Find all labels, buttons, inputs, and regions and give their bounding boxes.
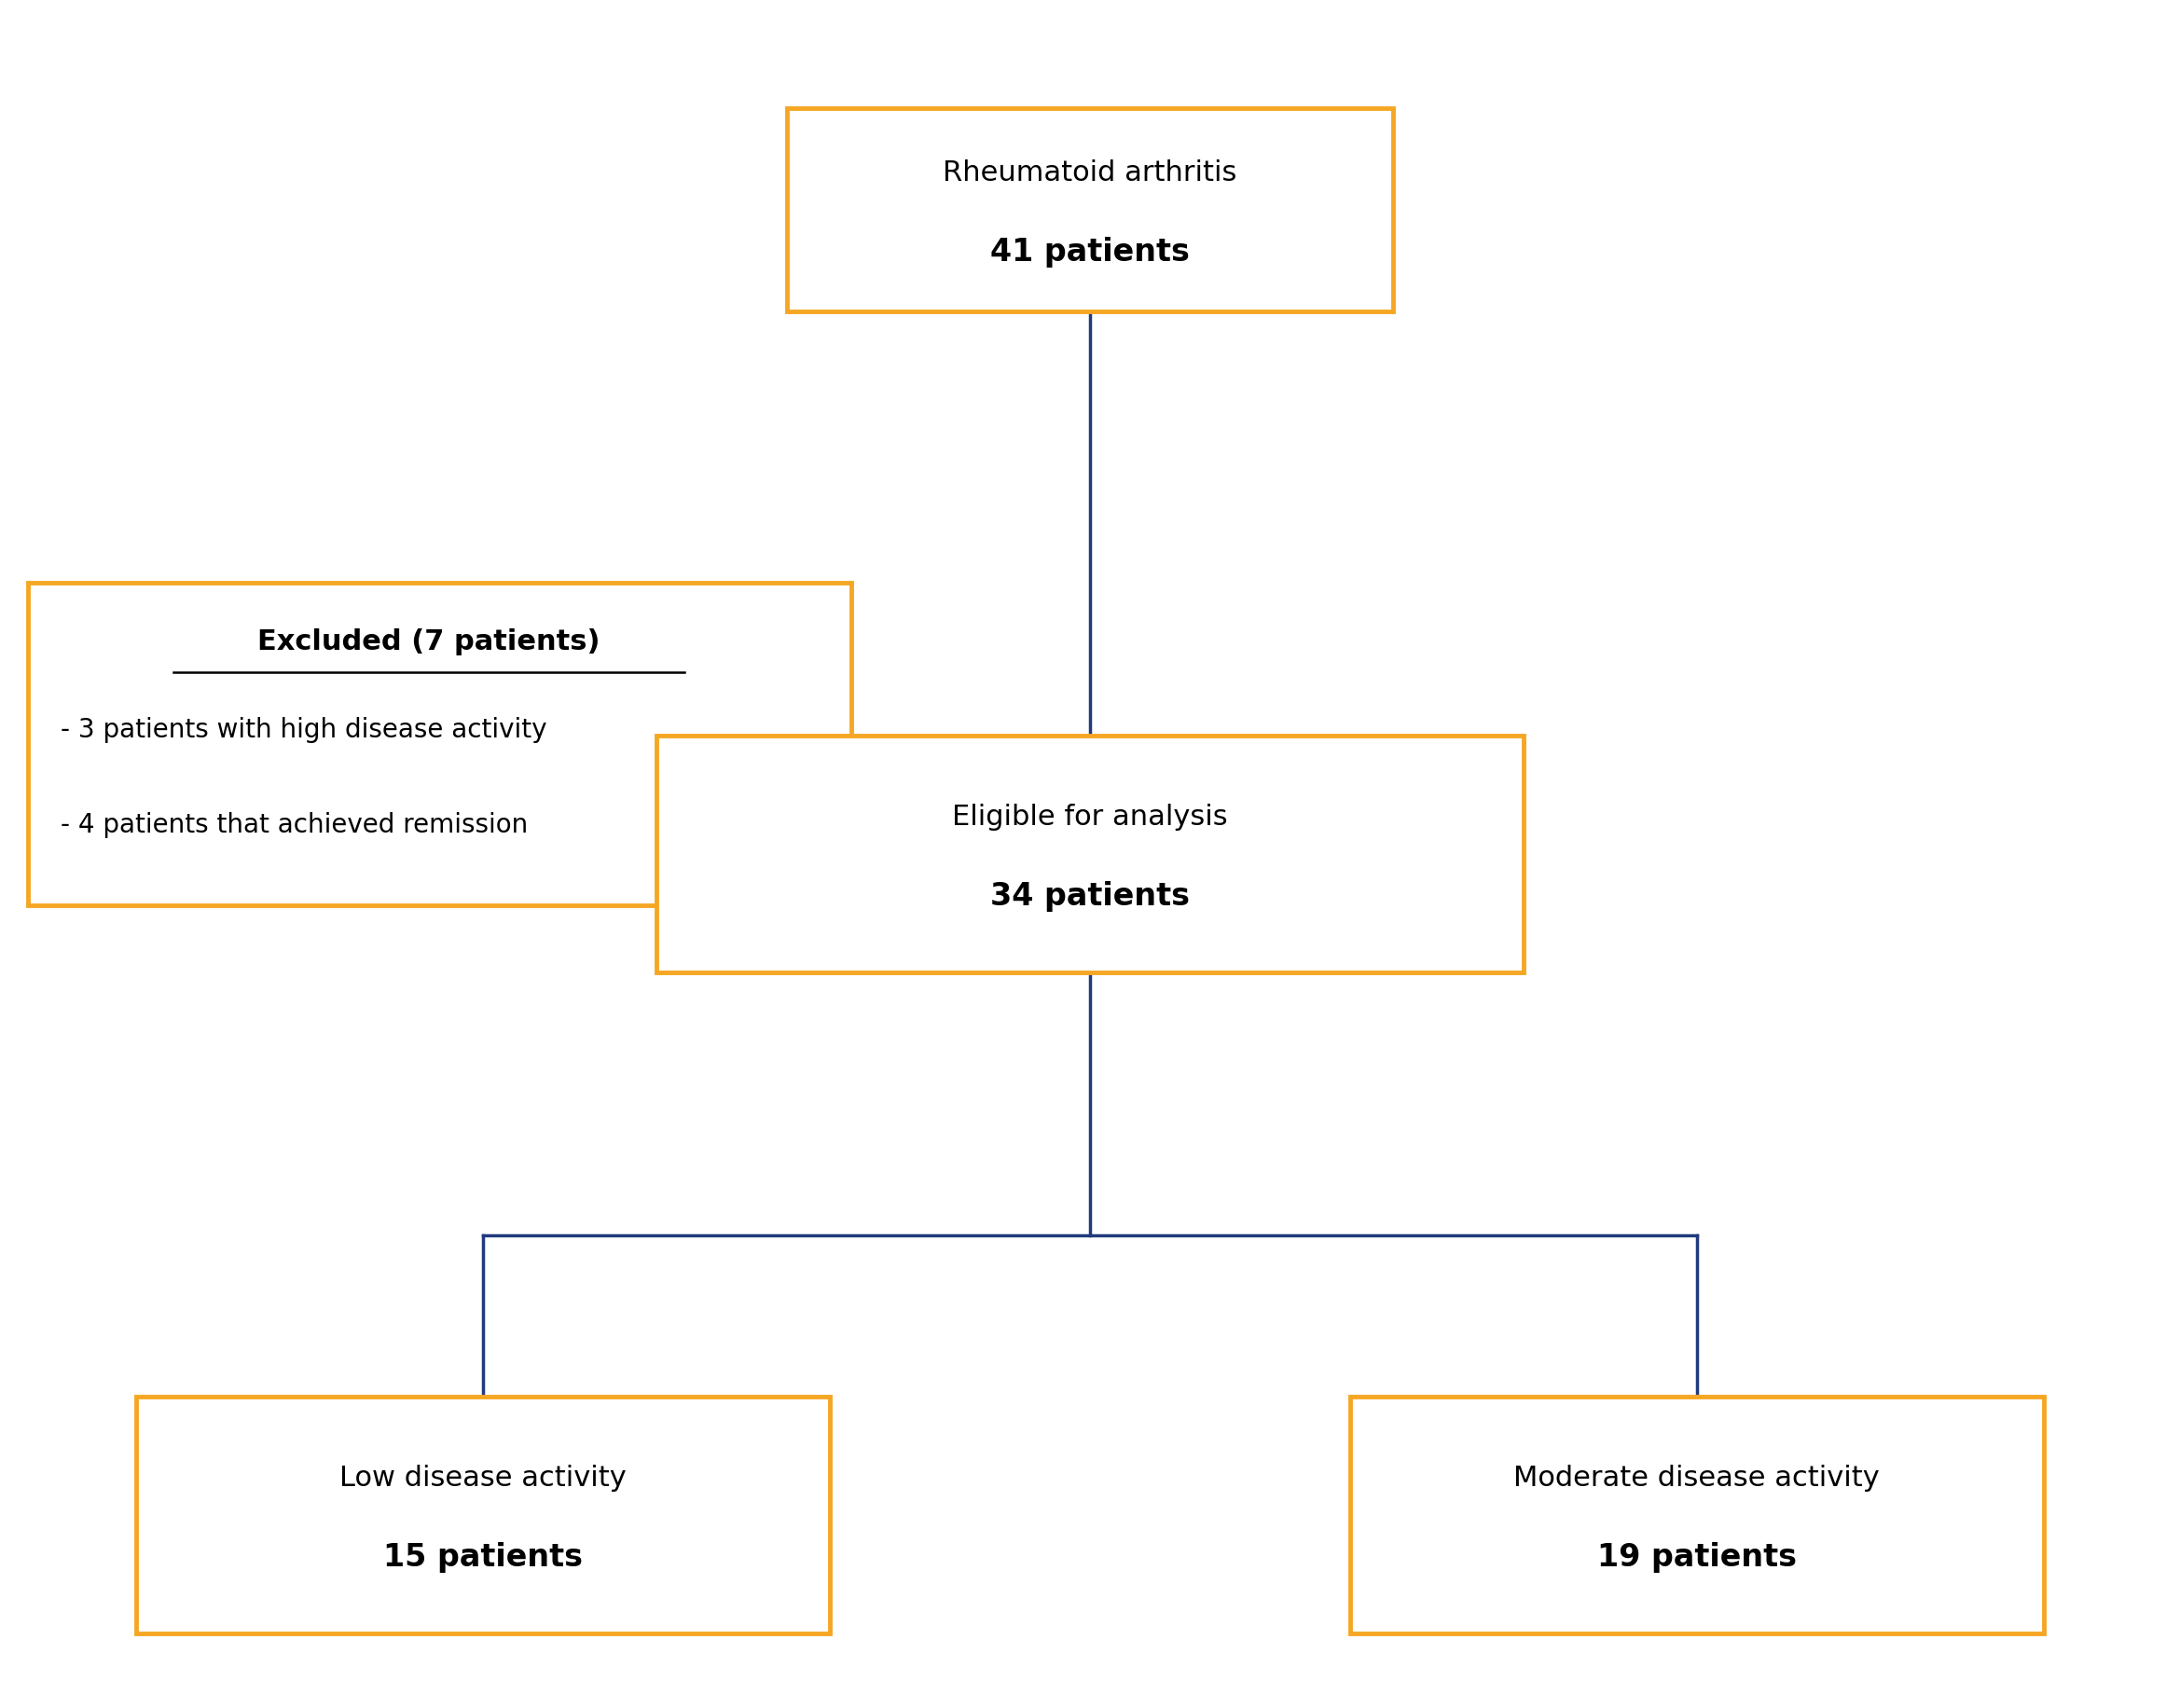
Text: Eligible for analysis: Eligible for analysis: [953, 803, 1227, 830]
Text: Rheumatoid arthritis: Rheumatoid arthritis: [944, 159, 1236, 186]
Text: Excluded (7 patients): Excluded (7 patients): [257, 629, 600, 656]
Text: - 4 patients that achieved remission: - 4 patients that achieved remission: [61, 811, 528, 839]
FancyBboxPatch shape: [1349, 1397, 2043, 1635]
Text: 15 patients: 15 patients: [384, 1542, 582, 1573]
Text: 41 patients: 41 patients: [990, 237, 1190, 268]
FancyBboxPatch shape: [28, 582, 852, 905]
Text: 34 patients: 34 patients: [990, 881, 1190, 912]
Text: - 3 patients with high disease activity: - 3 patients with high disease activity: [61, 717, 547, 743]
Text: Low disease activity: Low disease activity: [340, 1464, 626, 1491]
Text: Moderate disease activity: Moderate disease activity: [1513, 1464, 1879, 1491]
Text: 19 patients: 19 patients: [1598, 1542, 1796, 1573]
FancyBboxPatch shape: [787, 108, 1393, 311]
FancyBboxPatch shape: [656, 736, 1524, 972]
FancyBboxPatch shape: [137, 1397, 831, 1635]
